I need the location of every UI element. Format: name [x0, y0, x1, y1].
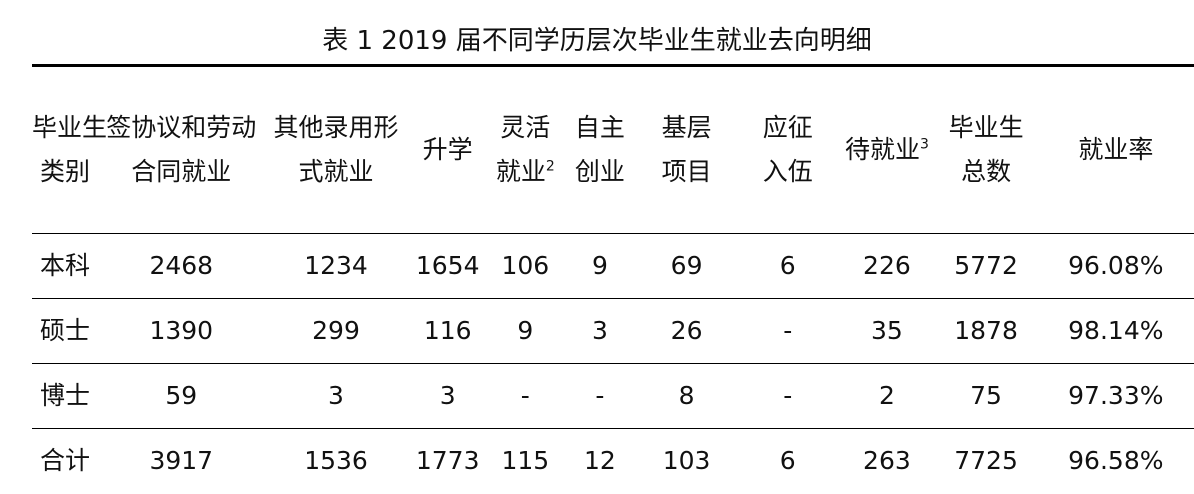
table-cell: 本科 [32, 233, 99, 299]
table-cell: 3 [562, 298, 637, 364]
table-cell: 2468 [98, 233, 265, 299]
table-cell: 博士 [32, 363, 99, 429]
table-cell: 26 [637, 298, 737, 364]
table-cell: 1773 [407, 428, 488, 494]
table-cell: 12 [562, 428, 637, 494]
table-cell: 硕士 [32, 298, 99, 364]
header-row: 毕业生 类别 签协议和劳动 合同就业 其他录用形 式就业 升学 灵活 就业2 自… [32, 65, 1194, 234]
table-cell: 116 [407, 298, 488, 364]
footnote-3: 3 [919, 136, 929, 153]
table-cell: 5772 [934, 233, 1038, 299]
header-enlistment: 应征 入伍 [736, 65, 840, 234]
header-other-employment: 其他录用形 式就业 [264, 65, 408, 234]
table-cell: 115 [487, 428, 563, 494]
table-cell: 6 [736, 428, 840, 494]
table-cell: 合计 [32, 428, 99, 494]
table-cell: 9 [562, 233, 637, 299]
header-flexible-employment: 灵活 就业2 [487, 65, 563, 234]
header-self-employment: 自主 创业 [562, 65, 637, 234]
table-cell: 299 [264, 298, 408, 364]
table-cell: 35 [839, 298, 935, 364]
header-contract-employment: 签协议和劳动 合同就业 [98, 65, 265, 234]
table-cell: - [736, 298, 840, 364]
footnote-2: 2 [545, 158, 555, 175]
table-cell: 106 [487, 233, 563, 299]
table-cell: 1390 [98, 298, 265, 364]
table-cell: 8 [637, 363, 737, 429]
header-category: 毕业生 类别 [32, 65, 107, 234]
header-grassroots-project: 基层 项目 [637, 65, 737, 234]
table-cell: 59 [98, 363, 265, 429]
table-title: 表 1 2019 届不同学历层次毕业生就业去向明细 [322, 26, 872, 56]
table-cell: 6 [736, 233, 840, 299]
table-cell: 98.14% [1037, 298, 1194, 364]
table-row-master: 硕士 1390 299 116 9 3 26 - 35 1878 98.14% [32, 298, 1194, 364]
table-cell: 263 [839, 428, 935, 494]
header-total-graduates: 毕业生 总数 [934, 65, 1038, 234]
table-cell: - [487, 363, 563, 429]
table-cell: 69 [637, 233, 737, 299]
table-cell: 3917 [98, 428, 265, 494]
header-further-study: 升学 [407, 65, 488, 234]
table-cell: 75 [934, 363, 1038, 429]
table-row-undergraduate: 本科 2468 1234 1654 106 9 69 6 226 5772 96… [32, 233, 1194, 299]
table-cell: 3 [407, 363, 488, 429]
table-cell: 1234 [264, 233, 408, 299]
header-awaiting-employment: 待就业3 [839, 65, 935, 234]
header-employment-rate: 就业率 [1037, 65, 1194, 234]
table-row-doctor: 博士 59 3 3 - - 8 - 2 75 97.33% [32, 363, 1194, 429]
table-cell: 97.33% [1037, 363, 1194, 429]
table-cell: - [562, 363, 637, 429]
employment-table: 毕业生 类别 签协议和劳动 合同就业 其他录用形 式就业 升学 灵活 就业2 自… [32, 64, 1194, 494]
table-cell: - [736, 363, 840, 429]
table-cell: 3 [264, 363, 408, 429]
table-cell: 226 [839, 233, 935, 299]
table-cell: 9 [487, 298, 563, 364]
table-cell: 96.58% [1037, 428, 1194, 494]
table-cell: 103 [637, 428, 737, 494]
table-cell: 2 [839, 363, 935, 429]
table-cell: 1878 [934, 298, 1038, 364]
table-cell: 96.08% [1037, 233, 1194, 299]
table-row-total: 合计 3917 1536 1773 115 12 103 6 263 7725 … [32, 428, 1194, 494]
table-cell: 7725 [934, 428, 1038, 494]
table-cell: 1654 [407, 233, 488, 299]
table-cell: 1536 [264, 428, 408, 494]
